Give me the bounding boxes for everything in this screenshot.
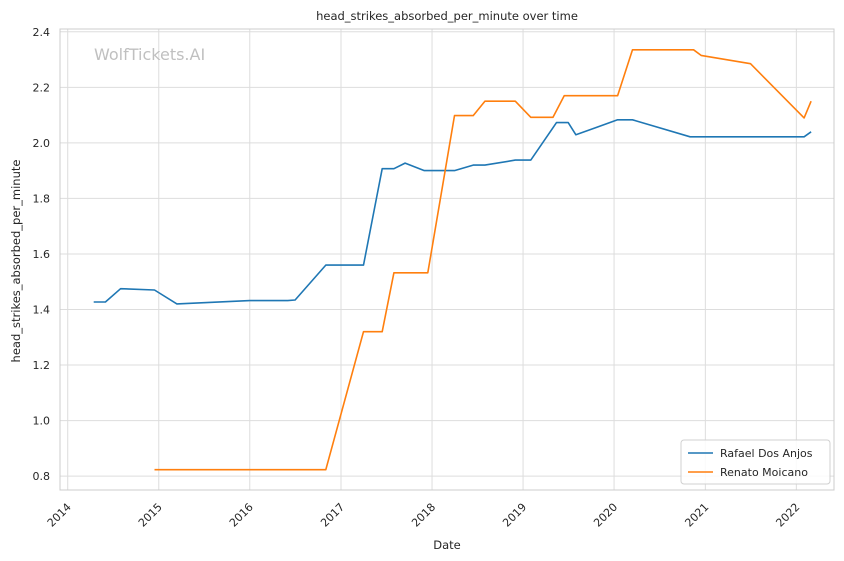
y-tick-labels: 0.8 1.0 1.2 1.4 1.6 1.8 2.0 2.2 2.4 [33, 26, 51, 483]
chart-title: head_strikes_absorbed_per_minute over ti… [316, 9, 578, 23]
legend-label-rafael-dos-anjos: Rafael Dos Anjos [720, 447, 813, 460]
watermark-text: WolfTickets.AI [94, 45, 205, 64]
y-tick-label: 2.2 [33, 81, 51, 94]
legend: Rafael Dos Anjos Renato Moicano [680, 439, 831, 485]
y-tick-label: 1.8 [33, 192, 51, 205]
x-gridlines [67, 29, 797, 490]
series-line-rafael-dos-anjos [93, 119, 812, 305]
series-line-renato-moicano [154, 48, 812, 471]
y-axis-label: head_strikes_absorbed_per_minute [9, 160, 23, 363]
series-layer [93, 48, 812, 471]
y-tick-label: 2.4 [33, 26, 51, 39]
y-tick-label: 1.6 [33, 248, 51, 261]
y-tick-label: 1.0 [33, 415, 51, 428]
y-tick-label: 0.8 [33, 470, 51, 483]
y-tick-label: 1.2 [33, 359, 51, 372]
legend-label-renato-moicano: Renato Moicano [720, 466, 808, 479]
y-tick-label: 2.0 [33, 137, 51, 150]
y-tick-label: 1.4 [33, 303, 51, 316]
legend-box [680, 439, 831, 485]
plot-area-frame [59, 28, 835, 491]
x-axis-label: Date [433, 538, 461, 552]
